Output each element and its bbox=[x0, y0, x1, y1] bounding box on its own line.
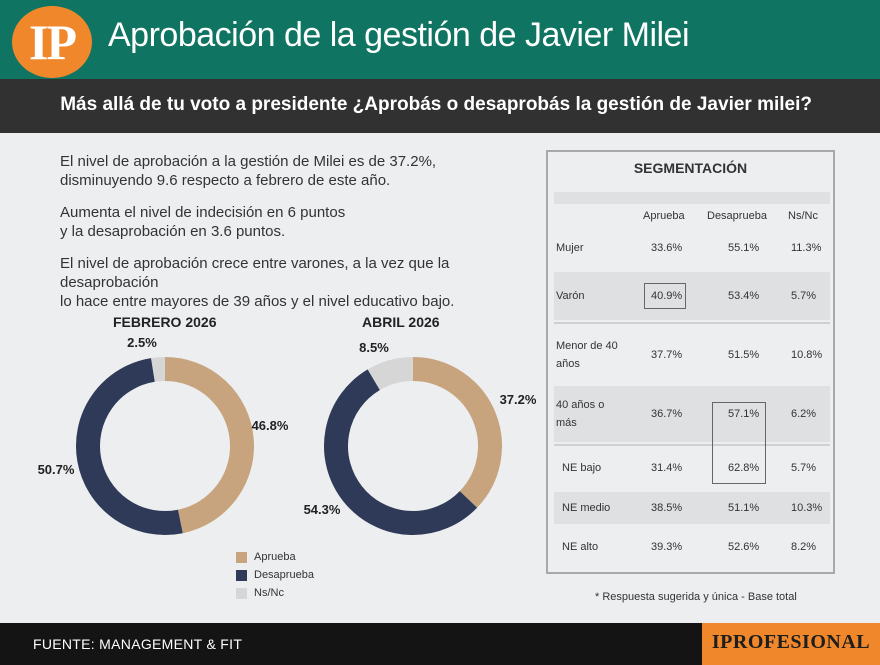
chart-title-febrero: FEBRERO 2026 bbox=[113, 314, 217, 330]
table-row: NE medio 38.5% 51.1% 10.3% bbox=[554, 492, 830, 524]
footer-bar: FUENTE: MANAGEMENT & FIT IPROFESIONAL bbox=[0, 623, 880, 665]
data-label-nsnc: 8.5% bbox=[359, 340, 389, 355]
data-label-aprueba: 37.2% bbox=[500, 392, 537, 407]
summary-text: El nivel de aprobación a la gestión de M… bbox=[60, 152, 530, 324]
cell-nsnc: 10.8% bbox=[791, 349, 823, 361]
row-label: Varón bbox=[556, 290, 585, 302]
footnote: * Respuesta sugerida y única - Base tota… bbox=[595, 591, 797, 603]
cell-desaprueba: 51.5% bbox=[728, 349, 760, 361]
donut-slice-aprueba bbox=[164, 357, 254, 534]
data-label-desaprueba: 54.3% bbox=[304, 502, 341, 517]
cell-desaprueba: 53.4% bbox=[728, 290, 760, 302]
summary-line: El nivel de aprobación a la gestión de M… bbox=[60, 153, 437, 170]
segmentation-title: SEGMENTACIÓN bbox=[633, 160, 748, 176]
summary-line: y la desaprobación en 3.6 puntos. bbox=[60, 223, 286, 240]
donut-slice-nsnc bbox=[367, 357, 414, 391]
highlight-box-varon bbox=[644, 283, 686, 309]
summary-paragraph-3: El nivel de aprobación crece entre varon… bbox=[60, 254, 530, 311]
row-label: NE bajo bbox=[562, 462, 602, 474]
cell-nsnc: 5.7% bbox=[791, 290, 817, 302]
legend-label: Desaprueba bbox=[254, 569, 314, 581]
row-label: Menor de 40 años bbox=[556, 340, 618, 370]
cell-aprueba: 40.9% bbox=[651, 290, 683, 302]
row-label: NE medio bbox=[562, 502, 611, 514]
table-row: NE bajo 31.4% 62.8% 5.7% bbox=[554, 450, 830, 490]
data-label-desaprueba: 50.7% bbox=[38, 462, 75, 477]
cell-desaprueba: 52.6% bbox=[728, 541, 760, 553]
donut-slice-nsnc bbox=[151, 357, 166, 382]
legend-label: Aprueba bbox=[254, 551, 296, 563]
table-row: Mujer 33.6% 55.1% 11.3% bbox=[554, 228, 830, 270]
donut-charts: 46.8% 50.7% 2.5% 37.2% 54.3% 8.5% bbox=[38, 335, 537, 535]
cell-nsnc: 10.3% bbox=[791, 502, 823, 514]
segmentation-table: SEGMENTACIÓN Aprueba Desaprueba Ns/Nc Mu… bbox=[546, 150, 835, 574]
donut-slice-desaprueba bbox=[76, 358, 183, 535]
cell-nsnc: 5.7% bbox=[791, 462, 817, 474]
brand-block: IPROFESIONAL bbox=[702, 623, 880, 665]
chart-title-abril: ABRIL 2026 bbox=[362, 314, 440, 330]
donut-slice-desaprueba bbox=[324, 369, 478, 535]
cell-aprueba: 37.7% bbox=[651, 349, 683, 361]
cell-aprueba: 31.4% bbox=[651, 462, 683, 474]
legend-swatch-aprueba bbox=[236, 551, 247, 563]
legend-swatch-nsnc bbox=[236, 587, 247, 599]
page-title: Aprobación de la gestión de Javier Milei bbox=[108, 16, 690, 54]
summary-line: Aumenta el nivel de indecisión en 6 punt… bbox=[60, 204, 346, 221]
legend-label: Ns/Nc bbox=[254, 587, 284, 599]
row-label: 40 años o más bbox=[556, 399, 605, 429]
source-label: FUENTE: MANAGEMENT & FIT bbox=[33, 636, 243, 652]
cell-desaprueba: 57.1% bbox=[728, 408, 760, 420]
table-row: Varón 40.9% 53.4% 5.7% bbox=[554, 272, 830, 320]
table-header-bar bbox=[554, 192, 830, 204]
group-divider bbox=[554, 322, 830, 324]
row-label: NE alto bbox=[562, 541, 599, 553]
cell-nsnc: 8.2% bbox=[791, 541, 817, 553]
summary-paragraph-1: El nivel de aprobación a la gestión de M… bbox=[60, 152, 530, 190]
survey-question: Más allá de tu voto a presidente ¿Aprobá… bbox=[60, 94, 812, 115]
table-row: Menor de 40 años 37.7% 51.5% 10.8% bbox=[554, 328, 830, 382]
cell-nsnc: 11.3% bbox=[791, 242, 822, 254]
brand-logo: IPROFESIONAL bbox=[711, 631, 871, 653]
cell-aprueba: 38.5% bbox=[651, 502, 683, 514]
question-bar: Más allá de tu voto a presidente ¿Aprobá… bbox=[0, 79, 880, 133]
legend-item-desaprueba: Desaprueba bbox=[236, 566, 314, 584]
table-row: 40 años o más 36.7% 57.1% 6.2% bbox=[554, 386, 830, 442]
group-divider bbox=[554, 444, 830, 446]
table-row: NE alto 39.3% 52.6% 8.2% bbox=[554, 526, 830, 568]
column-header-nsnc: Ns/Nc bbox=[788, 210, 818, 222]
summary-paragraph-2: Aumenta el nivel de indecisión en 6 punt… bbox=[60, 203, 530, 241]
cell-desaprueba: 62.8% bbox=[728, 462, 760, 474]
summary-line: disminuyendo 9.6 respecto a febrero de e… bbox=[60, 172, 391, 189]
row-label: Mujer bbox=[556, 242, 584, 254]
summary-line: lo hace entre mayores de 39 años y el ni… bbox=[60, 293, 455, 310]
cell-aprueba: 33.6% bbox=[651, 242, 683, 254]
column-header-desaprueba: Desaprueba bbox=[707, 210, 767, 222]
summary-line: El nivel de aprobación crece entre varon… bbox=[60, 255, 450, 291]
legend-swatch-desaprueba bbox=[236, 569, 247, 581]
data-label-aprueba: 46.8% bbox=[252, 418, 289, 433]
legend-item-nsnc: Ns/Nc bbox=[236, 584, 314, 602]
chart-legend: Aprueba Desaprueba Ns/Nc bbox=[236, 548, 314, 602]
column-header-aprueba: Aprueba bbox=[643, 210, 685, 222]
cell-desaprueba: 51.1% bbox=[728, 502, 760, 514]
cell-desaprueba: 55.1% bbox=[728, 242, 760, 254]
data-label-nsnc: 2.5% bbox=[127, 335, 157, 350]
legend-item-aprueba: Aprueba bbox=[236, 548, 314, 566]
donut-slice-aprueba bbox=[412, 357, 502, 508]
cell-aprueba: 39.3% bbox=[651, 541, 683, 553]
cell-nsnc: 6.2% bbox=[791, 408, 817, 420]
highlight-box-desaprueba bbox=[712, 402, 766, 484]
ip-logo: IP bbox=[12, 6, 92, 78]
cell-aprueba: 36.7% bbox=[651, 408, 683, 420]
header-bar: IP Aprobación de la gestión de Javier Mi… bbox=[0, 0, 880, 79]
